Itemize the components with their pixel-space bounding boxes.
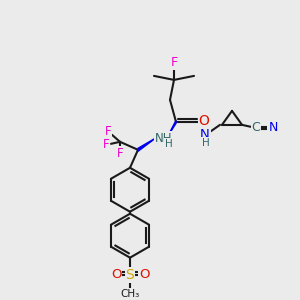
Text: O: O (111, 268, 121, 281)
Text: H: H (165, 139, 173, 149)
Text: N: N (268, 121, 278, 134)
Text: S: S (126, 268, 134, 282)
Text: NH: NH (155, 132, 173, 145)
Polygon shape (138, 138, 156, 151)
Text: CH₃: CH₃ (120, 289, 140, 298)
Text: C: C (252, 121, 260, 134)
Text: H: H (202, 138, 210, 148)
Text: O: O (139, 268, 149, 281)
Text: F: F (103, 138, 109, 151)
Text: N: N (200, 128, 210, 141)
Polygon shape (168, 120, 176, 136)
Text: F: F (117, 147, 123, 160)
Text: O: O (199, 114, 209, 128)
Text: F: F (170, 56, 178, 69)
Text: F: F (105, 125, 111, 138)
